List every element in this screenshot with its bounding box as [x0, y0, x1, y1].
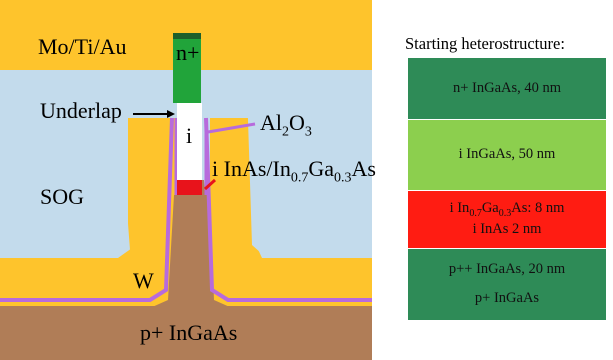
substrate-label: p+ InGaAs — [140, 320, 238, 345]
oxide-label: Al2O3 — [260, 110, 312, 140]
heterostructure-stack: n+ InGaAs, 40 nm i InGaAs, 50 nm i In0.7… — [408, 58, 606, 320]
stack-layer-channel: i In0.7Ga0.3As: 8 nm i InAs 2 nm — [408, 190, 606, 248]
n-plus-label: n+ — [176, 40, 200, 65]
substrate-finger — [0, 195, 372, 360]
stack-layer-channel-line2: i InAs 2 nm — [472, 221, 542, 238]
stack-layer-p-plus-line1: p++ InGaAs, 20 nm — [448, 260, 566, 277]
w-bottom-left — [0, 118, 175, 290]
stack-layer-p-plus: p++ InGaAs, 20 nm p+ InGaAs — [408, 248, 606, 320]
oxide-arrow — [207, 122, 256, 134]
stack-layer-p-plus-line2: p+ InGaAs — [474, 290, 540, 307]
stack-layer-i-ingaas-text: i InGaAs, 50 nm — [458, 146, 556, 163]
channel-region — [177, 180, 202, 195]
sog-label: SOG — [40, 184, 85, 209]
metal-cap — [173, 33, 201, 39]
channel-label: i InAs/In0.7Ga0.3As — [212, 156, 376, 186]
channel-arrow — [203, 178, 217, 191]
stack-layer-i-ingaas: i InGaAs, 50 nm — [408, 119, 606, 190]
metal-label: Mo/Ti/Au — [38, 34, 127, 59]
stack-layer-n-plus-text: n+ InGaAs, 40 nm — [452, 79, 562, 96]
i-label: i — [186, 123, 193, 148]
n-plus-region — [173, 33, 201, 103]
sog-gap-right — [204, 72, 216, 118]
intrinsic-region — [177, 103, 202, 180]
device-cross-section — [0, 0, 372, 360]
underlap-arrowhead — [167, 110, 175, 118]
stack-layer-channel-line1: i In0.7Ga0.3As: 8 nm — [449, 200, 565, 219]
stack-title: Starting heterostructure: — [405, 34, 565, 53]
stack-layer-n-plus: n+ InGaAs, 40 nm — [408, 58, 606, 119]
oxide-liner — [0, 117, 372, 302]
oxide-liner-inner — [174, 118, 208, 195]
sog-left-pocket — [0, 72, 128, 258]
sog-right-pocket — [246, 72, 372, 254]
w-label: W — [133, 268, 154, 293]
underlap-label: Underlap — [40, 98, 122, 123]
